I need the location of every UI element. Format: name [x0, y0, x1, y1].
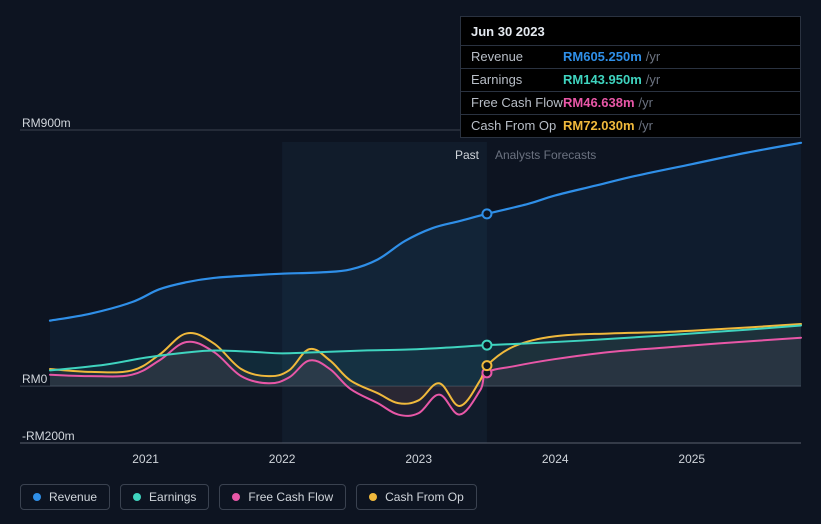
legend-label: Cash From Op [385, 490, 464, 504]
tooltip-unit: /yr [639, 118, 653, 133]
tooltip-label: Cash From Op [471, 118, 563, 133]
tooltip-unit: /yr [639, 95, 653, 110]
x-tick-2024: 2024 [542, 452, 569, 466]
legend-label: Free Cash Flow [248, 490, 333, 504]
legend-dot-icon [369, 493, 377, 501]
financial-chart: RM900m RM0 -RM200m 2021 2022 2023 2024 2… [0, 0, 821, 524]
x-tick-2025: 2025 [678, 452, 705, 466]
y-tick-label-0: RM0 [22, 372, 47, 386]
tooltip-label: Free Cash Flow [471, 95, 563, 110]
x-tick-2022: 2022 [269, 452, 296, 466]
tooltip-label: Revenue [471, 49, 563, 64]
tooltip-value: RM605.250m [563, 49, 642, 64]
legend-item-fcf[interactable]: Free Cash Flow [219, 484, 346, 510]
legend-item-revenue[interactable]: Revenue [20, 484, 110, 510]
past-label: Past [455, 148, 479, 162]
tooltip-row-fcf: Free Cash Flow RM46.638m /yr [461, 91, 800, 114]
chart-legend: Revenue Earnings Free Cash Flow Cash Fro… [20, 484, 477, 510]
y-tick-label-900: RM900m [22, 116, 71, 130]
forecast-label: Analysts Forecasts [495, 148, 596, 162]
tooltip-row-revenue: Revenue RM605.250m /yr [461, 45, 800, 68]
tooltip-row-cfo: Cash From Op RM72.030m /yr [461, 114, 800, 137]
tooltip-card: Jun 30 2023 Revenue RM605.250m /yr Earni… [460, 16, 801, 138]
legend-item-cfo[interactable]: Cash From Op [356, 484, 477, 510]
tooltip-label: Earnings [471, 72, 563, 87]
legend-dot-icon [232, 493, 240, 501]
legend-item-earnings[interactable]: Earnings [120, 484, 209, 510]
tooltip-value: RM72.030m [563, 118, 635, 133]
legend-label: Earnings [149, 490, 196, 504]
x-tick-2021: 2021 [132, 452, 159, 466]
tooltip-unit: /yr [646, 49, 660, 64]
x-tick-2023: 2023 [405, 452, 432, 466]
tooltip-value: RM46.638m [563, 95, 635, 110]
tooltip-unit: /yr [646, 72, 660, 87]
y-tick-label-n200: -RM200m [22, 429, 75, 443]
legend-dot-icon [133, 493, 141, 501]
tooltip-value: RM143.950m [563, 72, 642, 87]
legend-label: Revenue [49, 490, 97, 504]
legend-dot-icon [33, 493, 41, 501]
tooltip-row-earnings: Earnings RM143.950m /yr [461, 68, 800, 91]
tooltip-date: Jun 30 2023 [461, 17, 800, 45]
